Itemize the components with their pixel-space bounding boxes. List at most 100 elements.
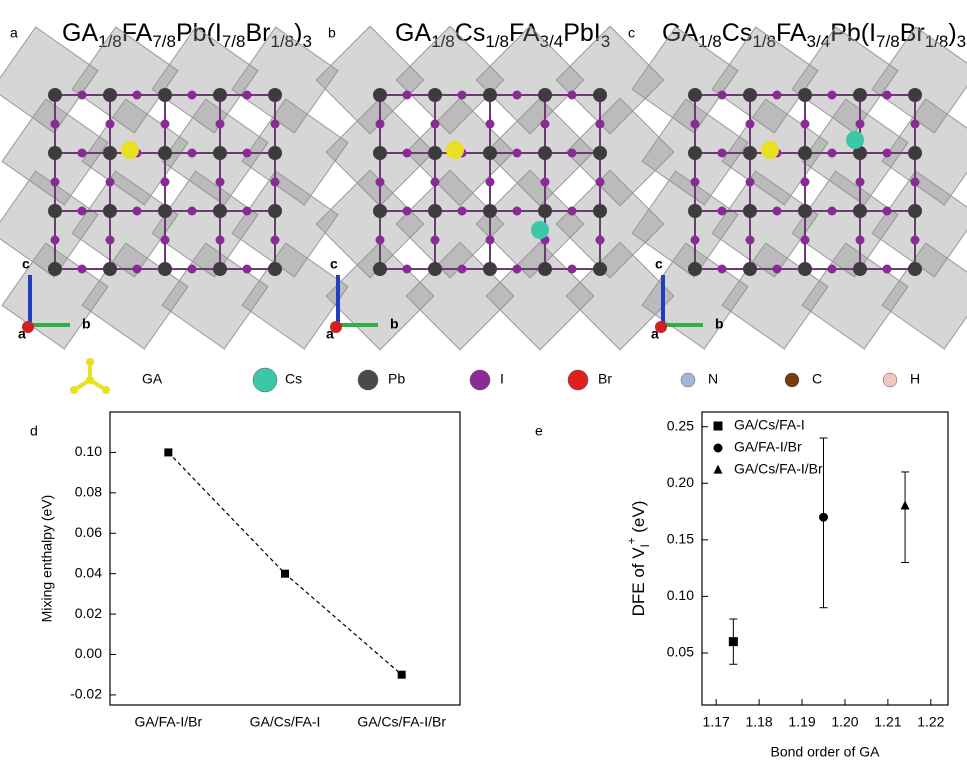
- i-atom: [403, 207, 412, 216]
- i-atom: [883, 91, 892, 100]
- pb-atom: [908, 146, 922, 160]
- y-tick-label: -0.02: [70, 686, 102, 702]
- i-atom: [513, 265, 522, 274]
- y-tick-label: 0.04: [75, 564, 102, 580]
- y-tick-label: 0.00: [75, 645, 102, 661]
- pb-atom: [373, 204, 387, 218]
- panel-label: c: [628, 25, 635, 41]
- pb-atom: [853, 88, 867, 102]
- pb-atom: [853, 262, 867, 276]
- i-atom: [188, 207, 197, 216]
- pb-atom: [483, 88, 497, 102]
- i-atom: [718, 207, 727, 216]
- i-atom: [51, 120, 60, 129]
- text-part: GA: [62, 19, 98, 47]
- data-line: [168, 452, 401, 674]
- i-atom: [243, 149, 252, 158]
- i-atom: [78, 91, 87, 100]
- subscript: 3: [957, 32, 966, 51]
- pb-atom: [213, 88, 227, 102]
- pb-atom: [538, 146, 552, 160]
- i-atom: [513, 149, 522, 158]
- i-atom: [216, 120, 225, 129]
- i-atom: [106, 236, 115, 245]
- pb-atom: [103, 146, 117, 160]
- pb-atom: [213, 146, 227, 160]
- i-atom: [161, 120, 170, 129]
- text-part: DFE of V: [629, 547, 648, 617]
- x-tick-label: 1.19: [788, 714, 815, 730]
- pb-atom: [688, 88, 702, 102]
- i-atom: [376, 236, 385, 245]
- pb-atom: [268, 146, 282, 160]
- i-atom: [106, 178, 115, 187]
- pb-atom: [483, 262, 497, 276]
- pb-atom: [213, 204, 227, 218]
- y-tick-label: 0.10: [75, 443, 102, 459]
- pb-atom: [483, 146, 497, 160]
- pb-atom: [373, 88, 387, 102]
- i-atom: [403, 91, 412, 100]
- i-atom: [403, 265, 412, 274]
- i-atom: [691, 178, 700, 187]
- x-tick-label: 1.21: [874, 714, 901, 730]
- i-atom: [78, 207, 87, 216]
- legend-label: GA/Cs/FA-I: [734, 417, 805, 433]
- i-atom: [691, 120, 700, 129]
- i-atom: [243, 91, 252, 100]
- legend-icon: [681, 373, 695, 387]
- i-atom: [243, 265, 252, 274]
- y-tick-label: 0.25: [667, 417, 694, 433]
- marker: [281, 570, 289, 578]
- pb-atom: [373, 262, 387, 276]
- plot-frame: [110, 412, 460, 705]
- i-atom: [596, 178, 605, 187]
- legend-icon: [785, 373, 799, 387]
- crystal-structure: [316, 26, 673, 349]
- x-tick-label: GA/Cs/FA-I/Br: [357, 714, 446, 730]
- pb-atom: [103, 262, 117, 276]
- i-atom: [718, 149, 727, 158]
- structure-formula: GA1/8Cs1/8FA3/4PbI3: [395, 19, 610, 52]
- pb-atom: [593, 204, 607, 218]
- legend-label: Pb: [388, 371, 405, 387]
- i-atom: [188, 265, 197, 274]
- i-atom: [271, 236, 280, 245]
- octahedron: [882, 243, 967, 349]
- legend-icon: [470, 370, 490, 390]
- legend-icon: [70, 386, 78, 394]
- pb-atom: [268, 88, 282, 102]
- text-part: GA: [395, 19, 431, 47]
- pb-atom: [158, 262, 172, 276]
- axis-label: b: [715, 316, 724, 332]
- pb-atom: [853, 204, 867, 218]
- marker: [729, 637, 738, 646]
- i-atom: [513, 207, 522, 216]
- i-atom: [51, 236, 60, 245]
- panel-label: d: [30, 423, 38, 439]
- marker: [819, 513, 828, 522]
- marker: [398, 671, 406, 679]
- pb-atom: [908, 204, 922, 218]
- x-tick-label: 1.17: [703, 714, 730, 730]
- i-atom: [403, 149, 412, 158]
- i-atom: [828, 265, 837, 274]
- pb-atom: [373, 146, 387, 160]
- i-atom: [596, 236, 605, 245]
- y-tick-label: 0.15: [667, 531, 694, 547]
- subscript: 1/8: [485, 32, 509, 51]
- i-atom: [746, 120, 755, 129]
- i-atom: [78, 265, 87, 274]
- pb-atom: [593, 146, 607, 160]
- i-atom: [856, 236, 865, 245]
- pb-atom: [798, 262, 812, 276]
- pb-atom: [48, 204, 62, 218]
- text-part: (eV): [629, 501, 648, 538]
- i-atom: [188, 91, 197, 100]
- legend-icon: [883, 373, 897, 387]
- pb-atom: [688, 146, 702, 160]
- i-atom: [828, 91, 837, 100]
- cs-atom: [531, 221, 549, 239]
- y-tick-label: 0.10: [667, 587, 694, 603]
- i-atom: [911, 236, 920, 245]
